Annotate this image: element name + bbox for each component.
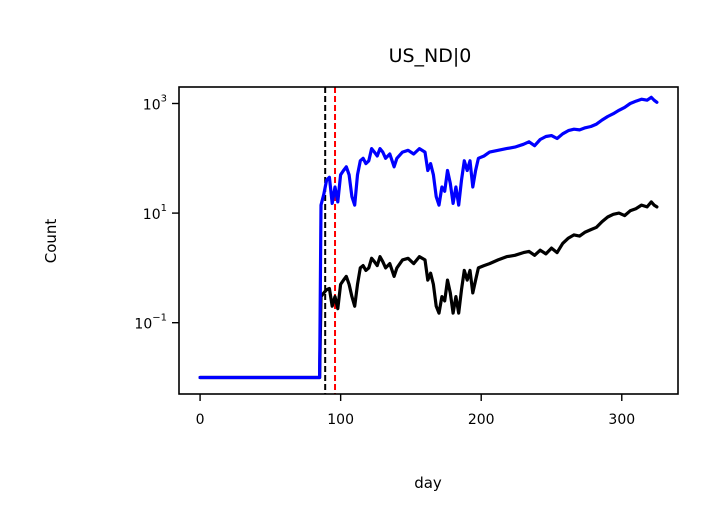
x-tick-label: 0 — [196, 412, 205, 428]
plot-frame — [178, 86, 679, 395]
y-axis: 10−1 101 103 — [134, 93, 179, 333]
y-axis-label: Count — [42, 219, 60, 264]
x-tick-label: 300 — [608, 412, 635, 428]
x-tick-label: 100 — [327, 412, 354, 428]
series-line-1 — [198, 95, 659, 380]
reference-lines — [324, 87, 337, 394]
x-tick-label: 200 — [468, 412, 495, 428]
series-layer — [198, 95, 659, 380]
plot-area — [178, 86, 679, 395]
y-tick-label: 103 — [143, 93, 167, 113]
y-tick-label: 10−1 — [134, 313, 167, 333]
series-line-2 — [198, 200, 659, 380]
x-axis-label: day — [414, 474, 442, 492]
chart-title: US_ND|0 — [389, 45, 472, 67]
y-tick-label: 101 — [143, 203, 167, 223]
x-axis: 0 100 200 300 — [196, 394, 635, 428]
